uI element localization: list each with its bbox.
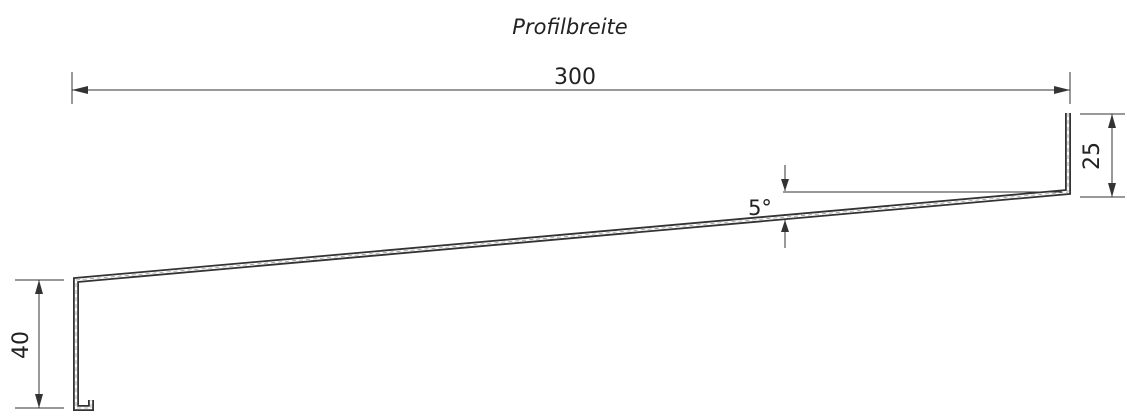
- top-flange-dimension: [1080, 113, 1125, 198]
- width-label: 300: [554, 65, 596, 90]
- angle-label: 5°: [748, 196, 772, 220]
- width-dimension: [71, 72, 1071, 104]
- angle-indicator: [781, 165, 1062, 248]
- title: Profilbreite: [512, 15, 627, 39]
- top-flange-label: 25: [1080, 142, 1105, 170]
- profile: [73, 113, 1071, 411]
- bottom-flange-dimension: [15, 279, 64, 409]
- bottom-flange-label: 40: [9, 331, 34, 359]
